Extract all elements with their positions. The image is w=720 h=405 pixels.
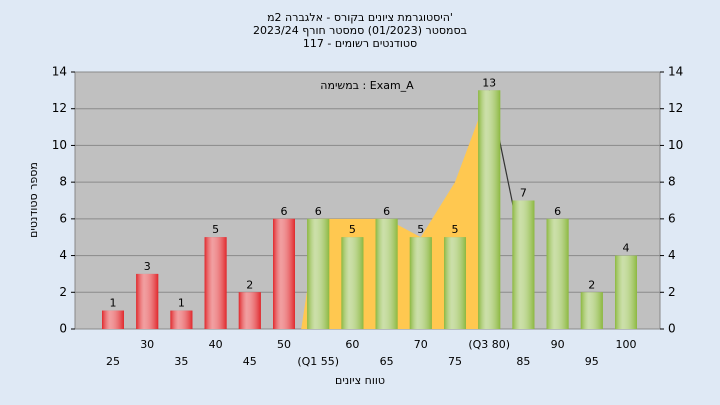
y2-tick-label: 10 [668,138,683,152]
bar-shade [478,90,501,329]
bar-shade [204,237,227,329]
y-tick-label: 0 [59,322,67,336]
bar-shade [444,237,466,329]
x-tick-label: 50 [277,338,291,351]
data-label: 6 [383,205,390,218]
y-tick-label: 10 [52,138,67,152]
data-label: 1 [110,297,117,310]
data-label: 5 [417,223,424,236]
y2-tick-label: 0 [668,322,676,336]
bar-shade [307,218,330,329]
x-tick-label: 35 [174,355,188,368]
chart-subtitle: בסמסטר (01/2023) סמסטר חורף 2023/24 [253,24,467,37]
bar-shade [615,255,637,329]
y-axis-label: מספר סטודנטים [27,162,40,238]
x-tick-label: 40 [209,338,223,351]
x-tick-label: 90 [551,338,565,351]
chart-title: היסטוגרמת ציונים בקורס - אלגברה 2מ' [267,11,453,24]
bar-shade [136,273,159,329]
bar-shade [102,310,124,329]
bar-shade [273,218,295,329]
bar-shade [341,237,364,329]
y-tick-label: 14 [52,65,67,79]
chart-subtitle: סטודנטים רשומים - 117 [303,37,417,50]
x-tick-label: 100 [616,338,637,351]
x-tick-label: 45 [243,355,257,368]
x-axis-label: טווח ציונים [335,374,385,387]
x-tick-label: 60 [345,338,359,351]
data-label: 2 [246,278,253,291]
data-label: 13 [482,76,496,89]
x-tick-label: (Q3 80) [468,338,510,351]
data-label: 6 [554,205,561,218]
x-tick-label: 70 [414,338,428,351]
bar-shade [238,292,261,329]
y-tick-label: 6 [59,211,67,225]
x-tick-label: 25 [106,355,120,368]
data-label: 5 [452,223,459,236]
data-label: 7 [520,187,527,200]
data-label: 1 [178,297,185,310]
data-label: 6 [315,205,322,218]
bar-shade [170,310,193,329]
data-label: 6 [281,205,288,218]
x-tick-label: 75 [448,355,462,368]
bar-shade [409,237,432,329]
x-tick-label: 95 [585,355,599,368]
data-label: 5 [349,223,356,236]
bar-shade [375,218,398,329]
x-tick-label: 85 [516,355,530,368]
x-tick-label: 30 [140,338,154,351]
y2-tick-label: 8 [668,175,676,189]
data-label: 5 [212,223,219,236]
x-tick-label: 65 [380,355,394,368]
data-label: 2 [588,278,595,291]
y-tick-label: 4 [59,248,67,262]
data-label: 4 [623,242,630,255]
data-label: 3 [144,260,151,273]
bar-shade [512,200,535,329]
y-tick-label: 12 [52,101,67,115]
y2-tick-label: 12 [668,101,683,115]
bar-shade [580,292,603,329]
bar-shade [546,218,569,329]
y2-tick-label: 2 [668,285,676,299]
y2-tick-label: 6 [668,211,676,225]
y2-tick-label: 4 [668,248,676,262]
x-tick-label: (Q1 55) [297,355,339,368]
y2-tick-label: 14 [668,65,683,79]
y-tick-label: 8 [59,175,67,189]
y-tick-label: 2 [59,285,67,299]
annotation: במשימה : Exam_A [320,79,414,92]
